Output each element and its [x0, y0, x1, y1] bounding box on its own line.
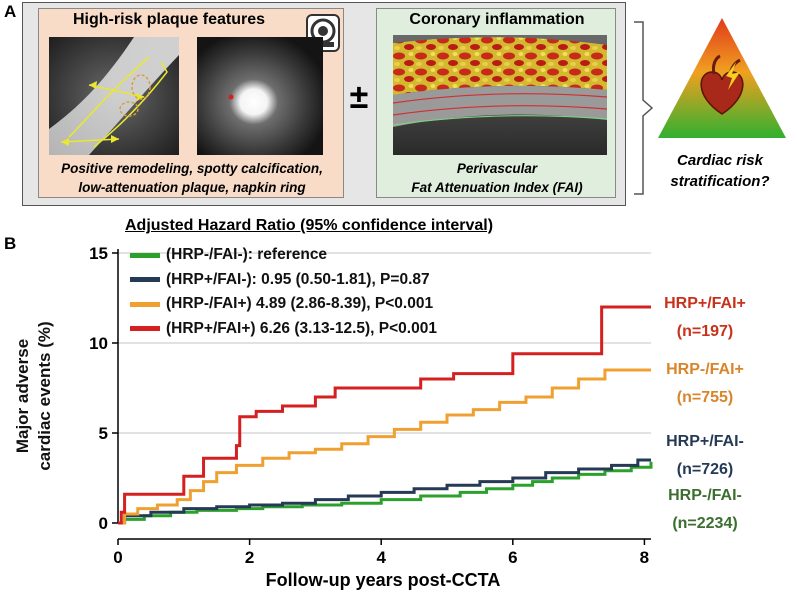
plaque-caption-line2: low-attenuation plaque, napkin ring: [78, 180, 306, 195]
legend-item-hrp_pos_fai_pos: (HRP+/FAI+) 6.26 (3.13-12.5), P<0.001: [130, 317, 437, 342]
risk-caption-line1: Cardiac risk: [677, 152, 763, 169]
series-line-hrp_pos_fai_neg: [118, 458, 651, 525]
group-label-hrp_pos_fai_pos: HRP+/FAI+ (n=197): [650, 290, 760, 346]
group-label-n: (n=2234): [672, 515, 738, 532]
series-line-hrp_neg_fai_pos: [118, 368, 651, 525]
group-label-hrp_pos_fai_neg: HRP+/FAI- (n=726): [650, 428, 760, 484]
risk-caption-line2: stratification?: [670, 173, 770, 190]
plaque-features-box: High-risk plaque features: [38, 8, 344, 198]
legend-swatch: [130, 277, 160, 283]
plaque-caption-line1: Positive remodeling, spotty calcificatio…: [61, 161, 323, 176]
panel-a-letter: A: [4, 2, 17, 21]
legend-label: (HRP+/FAI+) 6.26 (3.13-12.5), P<0.001: [166, 319, 437, 337]
group-label-hrp_neg_fai_pos: HRP-/FAI+ (n=755): [650, 356, 760, 412]
plaque-features-title: High-risk plaque features: [72, 11, 266, 28]
vessel-cross-section-image: [197, 37, 323, 155]
chart-legend: (HRP-/FAI-): reference (HRP+/FAI-): 0.95 …: [130, 243, 437, 341]
inflammation-box: Coronary inflammation Perivascular Fat A…: [376, 8, 616, 198]
x-tick-label: 2: [245, 548, 254, 567]
legend-item-hrp_neg_fai_neg: (HRP-/FAI-): reference: [130, 243, 437, 268]
group-label-n: (n=197): [676, 323, 734, 340]
group-label-name: HRP-/FAI+: [666, 361, 744, 378]
x-tick-label: 0: [113, 548, 122, 567]
x-tick-label: 8: [640, 548, 649, 567]
group-label-name: HRP-/FAI-: [668, 487, 742, 504]
panel-b-letter: B: [4, 234, 17, 253]
heart-icon: [700, 54, 744, 115]
legend-label: (HRP-/FAI+) 4.89 (2.86-8.39), P<0.001: [166, 295, 434, 313]
y-tick-label: 0: [99, 514, 108, 533]
group-label-hrp_neg_fai_neg: HRP-/FAI- (n=2234): [650, 482, 760, 538]
y-tick-label: 15: [89, 244, 108, 263]
group-label-name: HRP+/FAI-: [666, 433, 744, 450]
inflammation-caption-line2: Fat Attenuation Index (FAI): [411, 180, 583, 195]
chart-title: Adjusted Hazard Ratio (95% confidence in…: [125, 217, 494, 234]
risk-caption: Cardiac risk stratification?: [640, 150, 797, 192]
risk-triangle-icon: [658, 18, 786, 138]
legend-label: (HRP-/FAI-): reference: [166, 246, 328, 264]
vessel-longitudinal-image: [49, 37, 179, 155]
plaque-features-caption: Positive remodeling, spotty calcificatio…: [39, 159, 345, 197]
y-tick-label: 5: [99, 424, 108, 443]
x-axis-label: Follow-up years post-CCTA: [265, 570, 501, 590]
inflammation-title: Coronary inflammation: [409, 11, 585, 28]
group-label-n: (n=726): [676, 461, 734, 478]
plus-minus-symbol: ±: [349, 78, 369, 116]
series-line-hrp_pos_fai_pos: [118, 305, 651, 525]
inflammation-caption: Perivascular Fat Attenuation Index (FAI): [377, 159, 617, 197]
legend-label: (HRP+/FAI-): 0.95 (0.50-1.81), P=0.87: [166, 270, 430, 288]
inflammation-caption-line1: Perivascular: [456, 161, 538, 176]
legend-swatch: [130, 252, 160, 258]
x-tick-label: 6: [508, 548, 517, 567]
x-tick-label: 4: [376, 548, 386, 567]
legend-swatch: [130, 301, 160, 307]
y-tick-label: 10: [89, 334, 108, 353]
fai-map-image: [393, 35, 607, 155]
group-label-n: (n=755): [676, 389, 734, 406]
group-label-name: HRP+/FAI+: [664, 295, 746, 312]
legend-swatch: [130, 326, 160, 332]
legend-item-hrp_neg_fai_pos: (HRP-/FAI+) 4.89 (2.86-8.39), P<0.001: [130, 292, 437, 317]
bracket-icon: [634, 21, 654, 195]
legend-item-hrp_pos_fai_neg: (HRP+/FAI-): 0.95 (0.50-1.81), P=0.87: [130, 268, 437, 293]
